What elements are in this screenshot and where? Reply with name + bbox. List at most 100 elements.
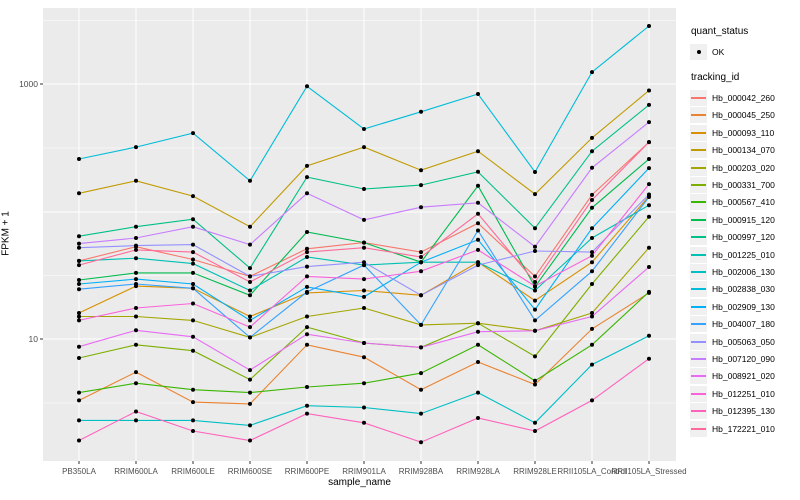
legend: quant_status OK tracking_id Hb_000042_26…	[690, 26, 800, 437]
legend-label: Hb_012251_010	[712, 388, 775, 399]
legend-gap	[690, 60, 800, 72]
data-point-Hb_172221_010	[476, 211, 480, 216]
data-point-Hb_002909_130	[248, 318, 252, 323]
data-point-Hb_172221_010	[134, 247, 138, 252]
data-point-Hb_000997_120	[77, 234, 81, 239]
data-point-Hb_012395_130	[647, 356, 651, 361]
legend-key-line	[690, 350, 707, 367]
data-point-Hb_005063_050	[77, 245, 81, 250]
data-point-Hb_001225_010	[476, 260, 480, 265]
legend-title-quant-status: quant_status	[691, 26, 749, 37]
data-point-Hb_000045_250	[248, 401, 252, 406]
x-tick-label: PB350LA	[62, 467, 96, 476]
line-swatch-icon	[691, 427, 706, 430]
data-point-Hb_000997_120	[590, 149, 594, 154]
data-point-Hb_000203_020	[362, 306, 366, 310]
data-point-Hb_007120_090	[647, 120, 651, 125]
legend-label: Hb_000915_120	[712, 214, 775, 225]
data-point-Hb_000134_070	[77, 191, 81, 196]
data-point-Hb_172221_010	[362, 245, 366, 250]
x-tick-label: RRIM928BA	[399, 467, 444, 476]
data-point-Hb_000997_120	[305, 175, 309, 180]
legend-label: Hb_172221_010	[712, 423, 775, 434]
data-point-Hb_008921_020	[77, 344, 81, 349]
legend-item-Hb_001225_010: Hb_001225_010	[690, 246, 800, 263]
legend-key-line	[690, 263, 707, 280]
data-point-Hb_000134_070	[647, 88, 651, 93]
data-point-Hb_004007_180	[476, 228, 480, 233]
legend-label: Hb_000045_250	[712, 110, 775, 121]
data-point-Hb_172221_010	[590, 198, 594, 202]
legend-item-Hb_000331_700: Hb_000331_700	[690, 176, 800, 194]
data-point-Hb_008921_020	[419, 345, 423, 350]
line-swatch-icon	[691, 253, 706, 256]
data-point-Hb_005063_050	[191, 242, 195, 247]
data-point-Hb_000134_070	[134, 178, 138, 183]
data-point-Hb_002838_030	[248, 178, 252, 183]
data-point-Hb_005063_050	[476, 263, 480, 268]
data-point-Hb_000567_410	[533, 378, 537, 383]
data-point-Hb_000045_250	[191, 400, 195, 405]
data-point-Hb_000203_020	[590, 311, 594, 315]
legend-label: Hb_002909_130	[712, 301, 775, 312]
legend-key-line	[690, 333, 707, 350]
legend-item-Hb_012251_010: Hb_012251_010	[690, 385, 800, 402]
legend-label: OK	[712, 46, 725, 57]
data-point-Hb_002909_130	[77, 282, 81, 286]
y-tick-label: 10	[29, 334, 39, 344]
x-tick-label: RRIM600LE	[171, 467, 215, 476]
data-point-Hb_172221_010	[533, 280, 537, 284]
data-point-Hb_000134_070	[419, 168, 423, 173]
data-point-Hb_002909_130	[590, 226, 594, 231]
data-point-Hb_002909_130	[134, 277, 138, 282]
data-point-Hb_012251_010	[362, 277, 366, 282]
data-point-Hb_012251_010	[248, 325, 252, 330]
data-point-Hb_000997_120	[647, 102, 651, 107]
data-point-Hb_012251_010	[77, 318, 81, 323]
legend-label: Hb_005063_050	[712, 336, 775, 347]
data-point-Hb_012395_130	[248, 438, 252, 443]
panel-background	[43, 8, 676, 461]
data-point-Hb_000134_070	[590, 135, 594, 140]
data-point-Hb_000997_120	[362, 187, 366, 191]
data-point-Hb_000134_070	[533, 192, 537, 197]
data-point-Hb_004007_180	[305, 289, 309, 294]
legend-item-Hb_000042_260: Hb_000042_260	[690, 89, 800, 107]
data-point-Hb_001225_010	[77, 258, 81, 263]
data-point-Hb_000203_020	[191, 318, 195, 323]
line-swatch-icon	[691, 323, 706, 326]
data-point-Hb_000203_020	[77, 314, 81, 319]
legend-key-line	[690, 107, 707, 124]
data-point-Hb_000915_120	[362, 240, 366, 245]
data-point-Hb_012251_010	[476, 247, 480, 252]
data-point-Hb_002006_130	[77, 418, 81, 423]
data-point-Hb_012395_130	[476, 416, 480, 420]
line-swatch-icon	[691, 131, 706, 134]
data-point-Hb_000567_410	[305, 385, 309, 389]
data-point-Hb_000331_700	[134, 342, 138, 347]
data-point-Hb_001225_010	[191, 261, 195, 266]
data-point-Hb_000997_120	[419, 183, 423, 188]
legend-label: Hb_000134_070	[712, 145, 775, 156]
legend-item-Hb_002006_130: Hb_002006_130	[690, 263, 800, 280]
line-swatch-icon	[691, 97, 706, 100]
data-point-Hb_002838_030	[305, 84, 309, 89]
line-swatch-icon	[691, 149, 706, 152]
data-point-Hb_002838_030	[134, 145, 138, 150]
data-point-Hb_000915_120	[647, 157, 651, 161]
legend-key-line	[690, 385, 707, 402]
data-point-Hb_000567_410	[362, 381, 366, 386]
x-tick-label: RRII105LA_Control	[557, 467, 627, 476]
legend-label: Hb_002006_130	[712, 266, 775, 277]
legend-item-Hb_012395_130: Hb_012395_130	[690, 402, 800, 420]
legend-tracking-items: Hb_000042_260 Hb_000045_250 Hb_000093_110 H…	[690, 89, 800, 437]
data-point-Hb_012251_010	[419, 269, 423, 274]
data-point-Hb_001225_010	[305, 255, 309, 259]
line-swatch-icon	[691, 340, 706, 343]
data-point-Hb_005063_050	[533, 249, 537, 253]
data-point-Hb_002838_030	[476, 92, 480, 96]
data-point-Hb_000567_410	[647, 289, 651, 294]
line-swatch-icon	[691, 218, 706, 221]
data-point-Hb_000331_700	[248, 377, 252, 382]
legend-quant-items: OK	[690, 43, 800, 60]
